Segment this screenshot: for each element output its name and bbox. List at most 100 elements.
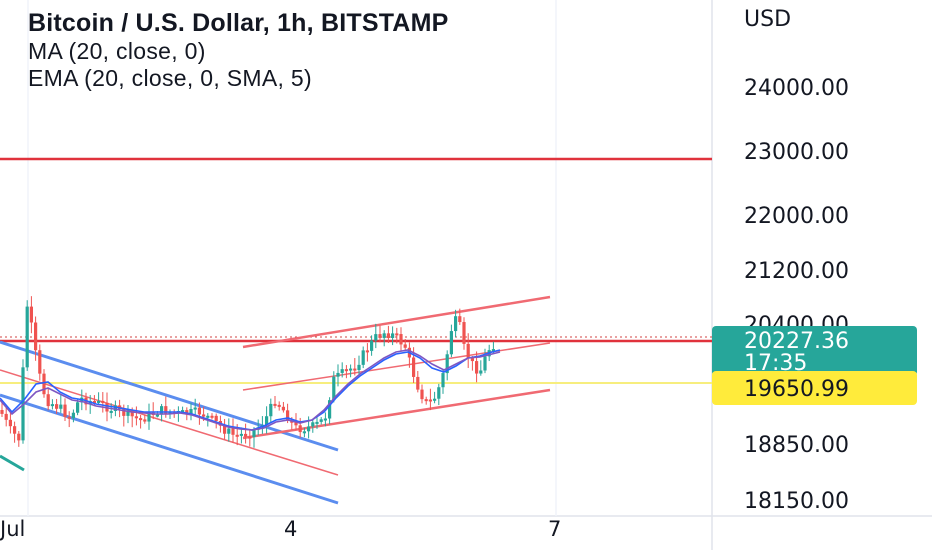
candle-body [42, 373, 46, 395]
candle-body [143, 419, 147, 422]
candle-body [134, 416, 138, 419]
candle-body [424, 399, 428, 402]
candle-body [395, 333, 399, 336]
candle-body [265, 416, 269, 426]
candle-body [349, 368, 353, 371]
candle-body [244, 433, 248, 437]
candle-body [130, 410, 134, 417]
symbol-title[interactable]: Bitcoin / U.S. Dollar, 1h, BITSTAMP [28, 9, 449, 37]
candle-body [416, 376, 420, 390]
candle-body [227, 428, 231, 434]
candle-body [109, 410, 113, 413]
candle-body [403, 344, 407, 348]
candle-body [445, 354, 449, 374]
candle-body [315, 421, 319, 424]
candle-body [307, 426, 311, 432]
candle-body [214, 415, 218, 422]
ema-indicator-label[interactable]: EMA (20, close, 0, SMA, 5) [28, 65, 312, 91]
candle-body [147, 412, 151, 422]
chart-header: Bitcoin / U.S. Dollar, 1h, BITSTAMP MA (… [28, 8, 448, 92]
candle-body [252, 429, 256, 437]
x-axis[interactable]: Jul 4 7 [0, 517, 561, 541]
candle-body [210, 415, 214, 418]
candle-body [17, 433, 21, 441]
candle-body [273, 403, 277, 406]
candle-body [386, 333, 390, 338]
candle-body [311, 422, 315, 427]
candle-body [437, 387, 441, 399]
candle-body [357, 364, 361, 370]
candle-body [101, 400, 105, 403]
candle-body [420, 389, 424, 400]
candle-body [25, 306, 29, 368]
candle-body [365, 350, 369, 353]
candle-body [323, 418, 327, 421]
candle-body [483, 356, 487, 371]
candle-body [374, 334, 378, 341]
marked-level-value: 19650.99 [744, 377, 849, 402]
candle-body [491, 349, 495, 352]
y-tick-label: 18150.00 [744, 489, 849, 514]
x-tick-label: 7 [548, 517, 561, 541]
candle-body [412, 357, 416, 377]
candle-body [92, 401, 96, 404]
candle-body [155, 414, 159, 417]
candle-body [269, 403, 273, 417]
y-axis-currency-label: USD [744, 7, 791, 32]
candle-body [281, 406, 285, 411]
candle-body [302, 431, 306, 434]
ascending-channel-lower[interactable] [242, 388, 551, 440]
candle-body [382, 333, 386, 338]
candle-body [277, 404, 281, 407]
current-price-value: 20227.36 [744, 329, 849, 354]
y-tick-label: 23000.00 [744, 140, 849, 165]
candle-body [441, 373, 445, 388]
candle-body [231, 428, 235, 435]
candle-body [319, 419, 323, 422]
candle-body [399, 334, 403, 345]
candle-body [71, 412, 75, 419]
x-tick-label: 4 [284, 517, 297, 541]
candle-body [13, 426, 17, 434]
y-axis[interactable]: USD 24000.00 23000.00 22000.00 21200.00 … [744, 7, 849, 514]
current-price-badge: 20227.36 17:35 [712, 326, 917, 376]
candle-body [59, 404, 63, 409]
y-tick-label: 21200.00 [744, 259, 849, 284]
candle-body [67, 416, 71, 419]
level-price-badge: 19650.99 [712, 371, 917, 405]
candle-body [223, 425, 227, 434]
candle-body [189, 408, 193, 415]
candle-body [344, 369, 348, 372]
candle-body [336, 372, 340, 377]
candle-body [160, 406, 164, 415]
candle-body [126, 410, 130, 416]
candle-body [239, 433, 243, 436]
candle-body [449, 331, 453, 355]
candle-body [328, 400, 332, 419]
candle-body [433, 398, 437, 401]
candle-body [29, 306, 33, 323]
ascending-channel-upper[interactable] [242, 295, 551, 349]
y-tick-label: 22000.00 [744, 204, 849, 229]
candle-body [340, 369, 344, 373]
candle-body [63, 404, 67, 417]
candle-body [294, 421, 298, 426]
trend-segment-green[interactable] [0, 454, 25, 472]
x-tick-label: Jul [0, 517, 25, 541]
candle-body [479, 370, 483, 374]
candle-body [370, 340, 374, 351]
candle-body [164, 406, 168, 415]
ema-line [0, 349, 501, 431]
candles [0, 296, 495, 448]
descending-channel-upper-blue[interactable] [0, 340, 339, 452]
candle-body [353, 368, 357, 371]
descending-channel-mid-red[interactable] [0, 369, 339, 476]
candle-body [286, 410, 290, 421]
candle-body [475, 361, 479, 374]
ma-indicator-label[interactable]: MA (20, close, 0) [28, 38, 206, 64]
candle-body [248, 436, 252, 439]
candle-body [235, 434, 239, 437]
y-tick-label: 24000.00 [744, 76, 849, 101]
